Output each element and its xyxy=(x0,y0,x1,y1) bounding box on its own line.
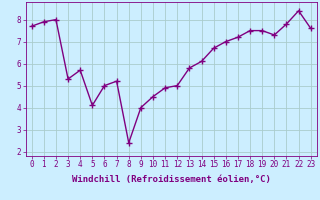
X-axis label: Windchill (Refroidissement éolien,°C): Windchill (Refroidissement éolien,°C) xyxy=(72,175,271,184)
